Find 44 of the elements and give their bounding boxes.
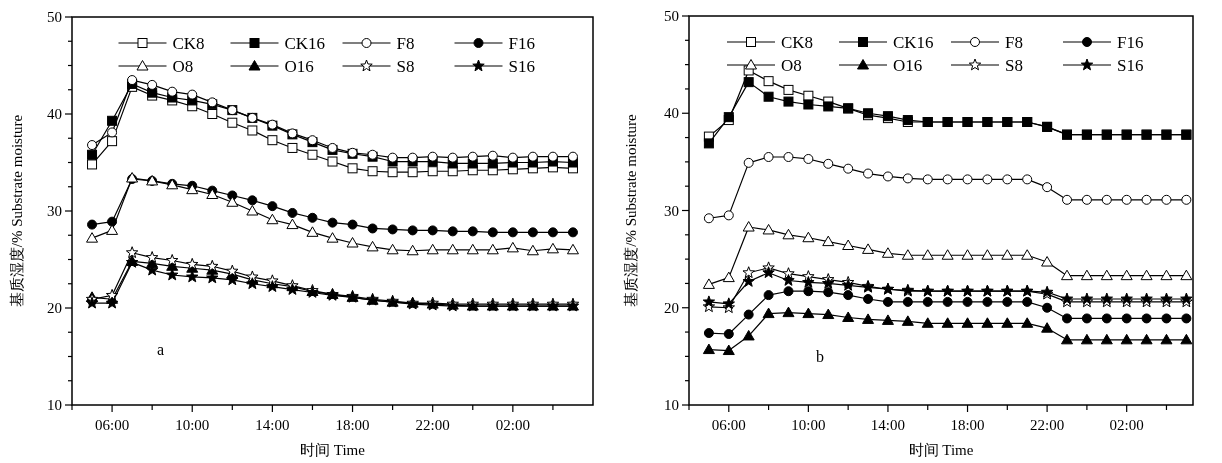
x-tick-label: 10:00 <box>791 417 826 433</box>
x-tick-label: 02:00 <box>495 417 530 433</box>
legend-label: O8 <box>172 57 194 76</box>
y-tick-label: 10 <box>664 397 679 413</box>
y-tick-label: 30 <box>47 203 62 219</box>
x-tick-label: 22:00 <box>415 417 450 433</box>
y-tick-label: 20 <box>47 300 62 316</box>
y-axis-title: 基质湿度/% Substrate moisture <box>9 114 25 308</box>
legend-label: S8 <box>396 57 415 76</box>
annotation: b <box>816 348 825 366</box>
legend-label: O16 <box>284 57 314 76</box>
legend-label: S16 <box>1117 56 1144 75</box>
x-tick-label: 18:00 <box>335 417 370 433</box>
x-tick-label: 14:00 <box>870 417 906 433</box>
legend-label: CK16 <box>893 33 934 52</box>
legend-label: F8 <box>396 34 415 53</box>
y-tick-label: 30 <box>664 202 679 219</box>
x-axis-title: 时间 Time <box>908 442 974 458</box>
x-tick-label: 22:00 <box>1030 417 1065 433</box>
annotation: a <box>157 340 165 358</box>
legend-label: F8 <box>1005 33 1023 52</box>
legend-label: S8 <box>1005 56 1023 75</box>
y-tick-label: 50 <box>47 9 62 25</box>
y-axis-title: 基质湿度/% Substrate moisture <box>623 113 639 307</box>
x-tick-label: 06:00 <box>94 417 130 433</box>
legend-label: CK8 <box>781 33 814 52</box>
legend-label: S16 <box>508 57 535 76</box>
legend-label: F16 <box>1117 33 1144 52</box>
x-tick-label: 02:00 <box>1109 417 1144 433</box>
legend-label: O16 <box>893 56 923 75</box>
x-tick-label: 06:00 <box>711 417 746 433</box>
y-tick-label: 50 <box>664 8 679 24</box>
x-axis-title: 时间 Time <box>300 442 366 458</box>
y-tick-label: 40 <box>47 106 62 122</box>
legend-label: CK8 <box>172 34 205 53</box>
x-tick-label: 14:00 <box>255 417 290 433</box>
legend-label: F16 <box>508 34 535 53</box>
y-tick-label: 10 <box>47 397 62 413</box>
y-tick-label: 20 <box>664 299 679 316</box>
legend-label: CK16 <box>284 34 326 53</box>
y-tick-label: 40 <box>664 105 679 122</box>
legend-label: O8 <box>781 56 802 75</box>
x-tick-label: 10:00 <box>175 417 210 433</box>
x-tick-label: 18:00 <box>950 417 985 433</box>
